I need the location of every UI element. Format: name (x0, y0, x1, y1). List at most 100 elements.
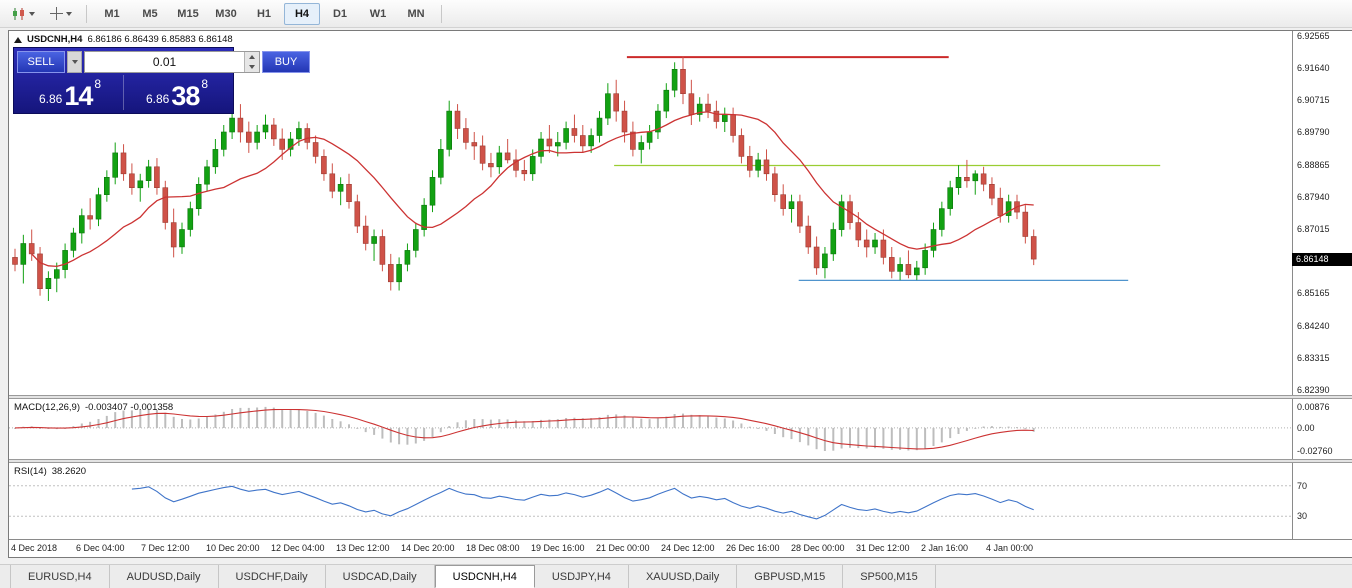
sell-price-point: 8 (94, 77, 102, 91)
price-axis-label: 6.92565 (1297, 31, 1330, 41)
timeframe-m15[interactable]: M15 (177, 7, 199, 20)
timeframe-m5[interactable]: M5 (142, 7, 158, 20)
pane-splitter[interactable] (9, 459, 1352, 463)
main-chart-pane: USDCNH,H4 6.86186 6.86439 6.85883 6.8614… (9, 31, 1352, 395)
macd-axis[interactable]: 0.00876 0.00 -0.02760 (1292, 399, 1352, 459)
price-axis-label: 6.90715 (1297, 95, 1330, 106)
current-price-badge: 6.86148 (1292, 253, 1352, 267)
buy-price-button[interactable]: 6.86 38 8 (124, 75, 230, 110)
tab-usdcad-daily[interactable]: USDCAD,Daily (326, 565, 435, 588)
lot-size-field (84, 51, 260, 73)
time-axis-label: 19 Dec 16:00 (531, 543, 585, 553)
timeframe-mn[interactable]: MN (407, 7, 425, 20)
symbol-marker-icon (14, 36, 22, 43)
toolbar-separator (86, 4, 87, 23)
tab-sp500-m15[interactable]: SP500,M15 (843, 565, 936, 588)
time-axis-label: 14 Dec 20:00 (401, 543, 455, 553)
time-axis-label: 21 Dec 00:00 (596, 543, 650, 553)
rsi-level-label: 30 (1297, 511, 1308, 522)
price-axis-label: 6.88865 (1297, 159, 1330, 170)
macd-label: MACD(12,26,9) -0.003407 -0.001358 (14, 402, 173, 413)
tab-usdcnh-h4[interactable]: USDCNH,H4 (434, 565, 535, 588)
sell-price-button[interactable]: 6.86 14 8 (17, 75, 124, 110)
buy-price-pips: 38 (171, 81, 200, 111)
crosshair-icon (50, 7, 63, 20)
chevron-down-icon (28, 11, 35, 16)
crosshair-button[interactable] (43, 3, 79, 25)
time-axis-label: 4 Jan 00:00 (986, 543, 1034, 553)
time-axis-label: 18 Dec 08:00 (466, 543, 520, 553)
macd-axis-label: 0.00876 (1297, 402, 1330, 412)
chart-symbol-label: USDCNH,H4 (27, 34, 83, 45)
tab-gbpusd-m15[interactable]: GBPUSD,M15 (737, 565, 844, 588)
timeframe-d1[interactable]: D1 (332, 7, 348, 20)
price-axis-label: 6.82390 (1297, 385, 1330, 395)
buy-price-point: 8 (201, 77, 209, 91)
candlestick-chart-icon (12, 7, 24, 20)
chart-ohlc-values: 6.86186 6.86439 6.85883 6.86148 (87, 34, 233, 45)
chevron-up-icon (249, 55, 255, 59)
chart-type-button[interactable] (5, 3, 41, 25)
time-axis-label: 26 Dec 16:00 (726, 543, 780, 553)
timeframe-w1[interactable]: W1 (369, 7, 387, 20)
price-axis-label: 6.84240 (1297, 320, 1330, 331)
buy-price-integer: 6.86 (145, 92, 170, 106)
time-axis-label: 31 Dec 12:00 (856, 543, 910, 553)
chevron-down-icon (71, 60, 78, 64)
tab-usdjpy-h4[interactable]: USDJPY,H4 (535, 565, 629, 588)
price-axis-label: 6.87015 (1297, 224, 1330, 235)
toolbar-separator (441, 4, 442, 23)
rsi-axis[interactable]: 70 30 (1292, 463, 1352, 539)
time-axis-label: 2 Jan 16:00 (921, 543, 969, 553)
time-axis[interactable]: 4 Dec 2018 6 Dec 04:00 7 Dec 12:00 10 Dec 2… (9, 539, 1352, 557)
macd-axis-label: 0.00 (1297, 422, 1315, 433)
macd-values: -0.003407 -0.001358 (85, 402, 174, 413)
price-axis-label: 6.83315 (1297, 352, 1330, 363)
sell-price-pips: 14 (64, 81, 93, 111)
timeframe-h4[interactable]: H4 (284, 2, 320, 25)
chart-tab-bar: EURUSD,H4 AUDUSD,Daily USDCHF,Daily USDCAD,… (0, 564, 1352, 588)
trade-panel-dropdown-button[interactable] (67, 51, 82, 73)
lot-increase-button[interactable] (245, 52, 259, 62)
lot-decrease-button[interactable] (245, 62, 259, 72)
pane-splitter[interactable] (9, 395, 1352, 399)
chart-window: USDCNH,H4 6.86186 6.86439 6.85883 6.8614… (8, 30, 1352, 558)
time-axis-label: 13 Dec 12:00 (336, 543, 390, 553)
time-axis-label: 6 Dec 04:00 (76, 543, 125, 553)
rsi-pane: RSI(14) 38.2620 70 30 (9, 463, 1352, 539)
rsi-chart-canvas[interactable] (9, 463, 1291, 539)
macd-axis-label: -0.02760 (1297, 446, 1333, 456)
time-axis-label: 7 Dec 12:00 (141, 543, 190, 553)
rsi-level-label: 70 (1297, 480, 1308, 491)
lot-size-input[interactable] (85, 52, 244, 72)
tab-xauusd-daily[interactable]: XAUUSD,Daily (629, 565, 738, 588)
sell-button[interactable]: SELL (17, 51, 65, 73)
tab-eurusd-h4[interactable]: EURUSD,H4 (10, 565, 110, 588)
timeframe-m1[interactable]: M1 (104, 7, 120, 20)
time-axis-label: 24 Dec 12:00 (661, 543, 715, 553)
price-axis-label: 6.87940 (1297, 191, 1330, 202)
timeframe-toolbar: M1 M5 M15 M30 H1 H4 D1 W1 MN (93, 2, 435, 25)
rsi-label: RSI(14) 38.2620 (14, 466, 86, 477)
tab-usdchf-daily[interactable]: USDCHF,Daily (219, 565, 326, 588)
chevron-down-icon (249, 65, 255, 69)
one-click-trading-panel: SELL BUY 6.86 14 8 (13, 47, 310, 114)
sell-price-integer: 6.86 (38, 92, 63, 106)
macd-name: MACD(12,26,9) (14, 402, 80, 413)
price-axis[interactable]: 6.92565 6.91640 6.90715 6.89790 6.88865 6.879… (1292, 31, 1352, 395)
timeframe-h1[interactable]: H1 (256, 7, 272, 20)
macd-chart-canvas[interactable] (9, 399, 1291, 459)
time-axis-label: 28 Dec 00:00 (791, 543, 845, 553)
tab-audusd-daily[interactable]: AUDUSD,Daily (110, 565, 219, 588)
top-toolbar: M1 M5 M15 M30 H1 H4 D1 W1 MN (0, 0, 1352, 28)
buy-button[interactable]: BUY (262, 51, 310, 73)
time-axis-label: 12 Dec 04:00 (271, 543, 325, 553)
rsi-value: 38.2620 (51, 466, 87, 477)
rsi-name: RSI(14) (14, 466, 47, 477)
price-axis-label: 6.89790 (1297, 127, 1330, 138)
price-axis-label: 6.91640 (1297, 62, 1330, 73)
timeframe-m30[interactable]: M30 (215, 7, 237, 20)
candlestick-chart-canvas[interactable] (9, 31, 1291, 395)
macd-pane: MACD(12,26,9) -0.003407 -0.001358 0.0087… (9, 399, 1352, 459)
lot-size-stepper (244, 52, 259, 72)
